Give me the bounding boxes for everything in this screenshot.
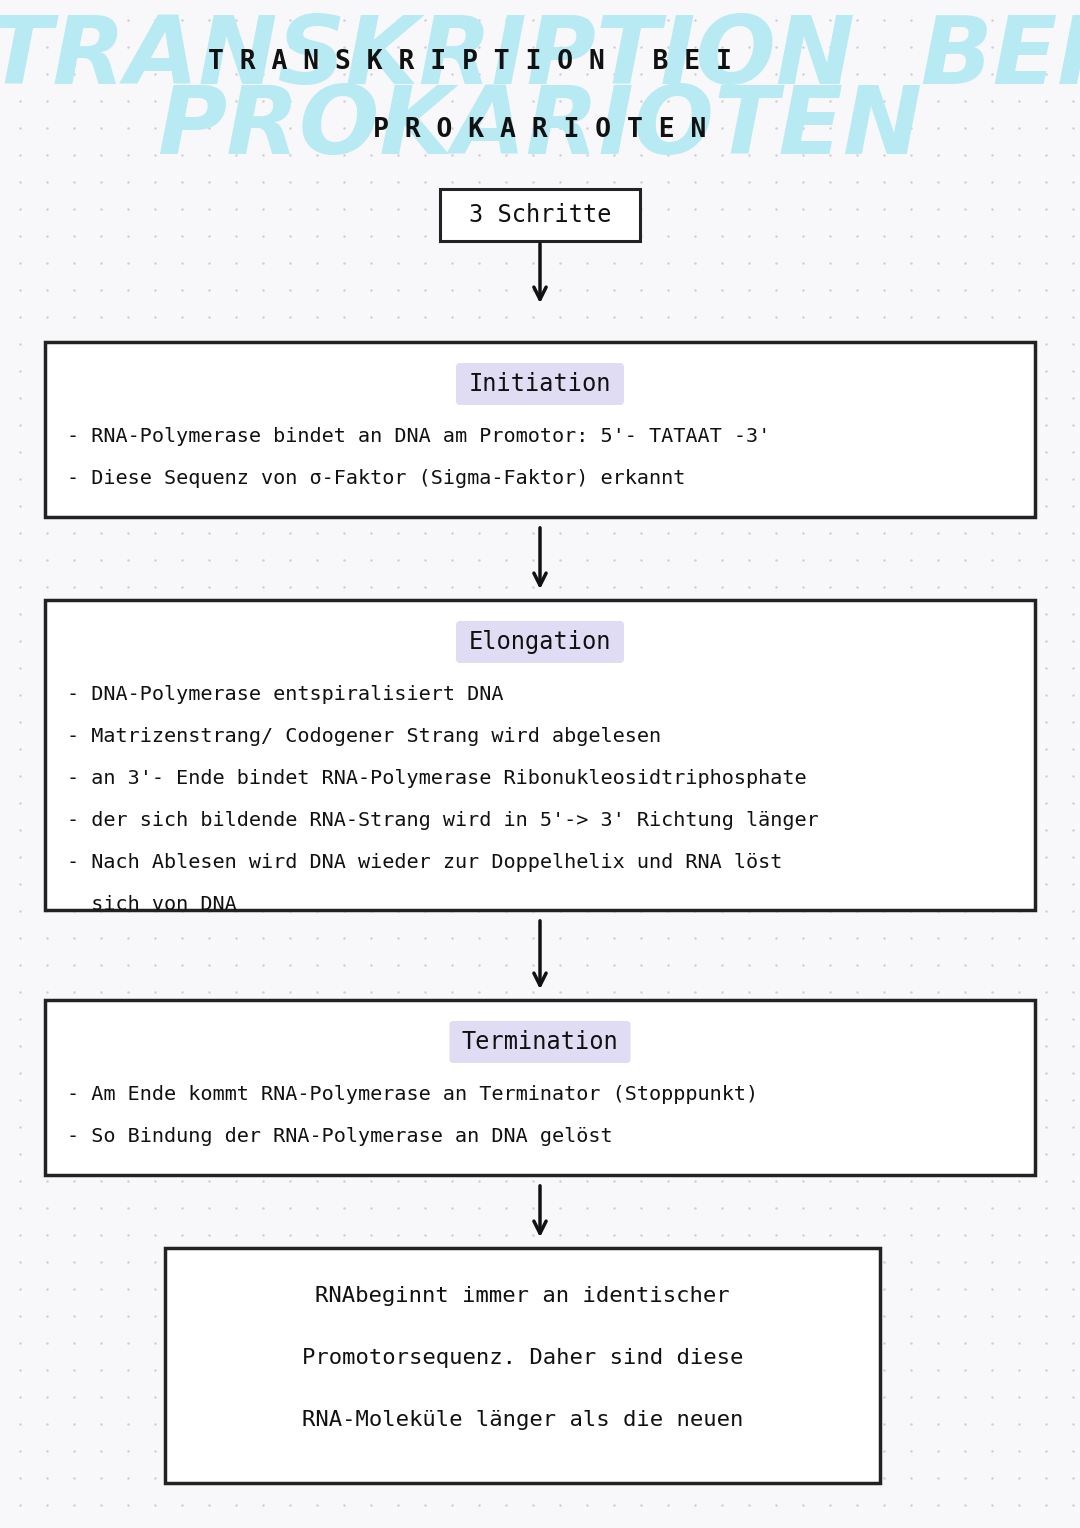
Text: 3 Schritte: 3 Schritte	[469, 203, 611, 228]
Text: - an 3'- Ende bindet RNA-Polymerase Ribonukleosidtriphosphate: - an 3'- Ende bindet RNA-Polymerase Ribo…	[67, 769, 807, 788]
Text: RNA-Moleküle länger als die neuen: RNA-Moleküle länger als die neuen	[301, 1410, 743, 1430]
Text: T R A N S K R I P T I O N   B E I: T R A N S K R I P T I O N B E I	[208, 49, 732, 75]
Text: - Matrizenstrang/ Codogener Strang wird abgelesen: - Matrizenstrang/ Codogener Strang wird …	[67, 727, 661, 746]
Text: Termination: Termination	[461, 1030, 619, 1054]
Text: - Am Ende kommt RNA-Polymerase an Terminator (Stopppunkt): - Am Ende kommt RNA-Polymerase an Termin…	[67, 1085, 758, 1105]
Text: - So Bindung der RNA-Polymerase an DNA gelöst: - So Bindung der RNA-Polymerase an DNA g…	[67, 1128, 612, 1146]
Text: - der sich bildende RNA-Strang wird in 5'-> 3' Richtung länger: - der sich bildende RNA-Strang wird in 5…	[67, 811, 819, 830]
Text: P R O K A R I O T E N: P R O K A R I O T E N	[374, 118, 706, 144]
FancyBboxPatch shape	[45, 601, 1035, 911]
FancyBboxPatch shape	[449, 1021, 631, 1063]
Text: PROKARIOTEN: PROKARIOTEN	[158, 83, 922, 174]
FancyBboxPatch shape	[165, 1248, 880, 1484]
Text: RNAbeginnt immer an identischer: RNAbeginnt immer an identischer	[315, 1287, 730, 1306]
Text: - Diese Sequenz von σ-Faktor (Sigma-Faktor) erkannt: - Diese Sequenz von σ-Faktor (Sigma-Fakt…	[67, 469, 686, 487]
Text: - Nach Ablesen wird DNA wieder zur Doppelhelix und RNA löst: - Nach Ablesen wird DNA wieder zur Doppe…	[67, 853, 782, 872]
Text: Initiation: Initiation	[469, 371, 611, 396]
Text: - RNA-Polymerase bindet an DNA am Promotor: 5'- TATAAT -3': - RNA-Polymerase bindet an DNA am Promot…	[67, 426, 770, 446]
Text: Elongation: Elongation	[469, 630, 611, 654]
Text: TRANSKRIPTION  BEI: TRANSKRIPTION BEI	[0, 12, 1080, 104]
FancyBboxPatch shape	[45, 342, 1035, 516]
Text: - DNA-Polymerase entspiralisiert DNA: - DNA-Polymerase entspiralisiert DNA	[67, 685, 503, 704]
FancyBboxPatch shape	[45, 999, 1035, 1175]
FancyBboxPatch shape	[456, 620, 624, 663]
Text: Promotorsequenz. Daher sind diese: Promotorsequenz. Daher sind diese	[301, 1348, 743, 1368]
FancyBboxPatch shape	[456, 364, 624, 405]
FancyBboxPatch shape	[440, 189, 640, 241]
Text: sich von DNA: sich von DNA	[67, 895, 237, 914]
